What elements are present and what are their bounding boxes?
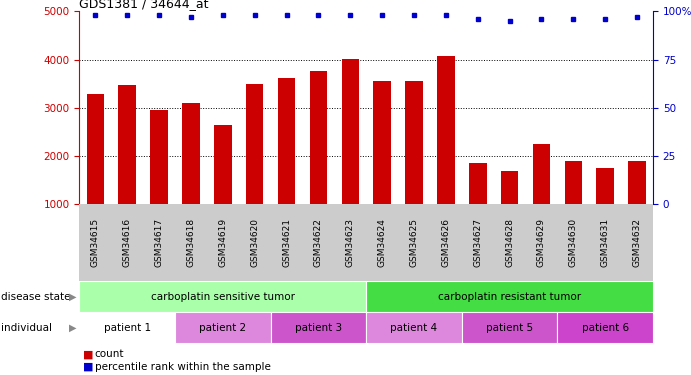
- Text: GSM34615: GSM34615: [91, 218, 100, 267]
- Text: patient 1: patient 1: [104, 322, 151, 333]
- Bar: [501, 171, 518, 204]
- Bar: [366, 204, 398, 281]
- Bar: [596, 168, 614, 204]
- Bar: [79, 312, 175, 343]
- Bar: [405, 81, 423, 204]
- Text: GSM34622: GSM34622: [314, 218, 323, 267]
- Text: GSM34630: GSM34630: [569, 218, 578, 267]
- Text: GSM34620: GSM34620: [250, 218, 259, 267]
- Bar: [373, 81, 391, 204]
- Text: individual: individual: [1, 322, 53, 333]
- Bar: [334, 204, 366, 281]
- Text: patient 2: patient 2: [199, 322, 247, 333]
- Text: GDS1381 / 34644_at: GDS1381 / 34644_at: [79, 0, 209, 10]
- Text: ■: ■: [83, 350, 93, 359]
- Bar: [79, 281, 366, 312]
- Text: carboplatin resistant tumor: carboplatin resistant tumor: [438, 292, 581, 302]
- Bar: [558, 204, 589, 281]
- Text: GSM34616: GSM34616: [123, 218, 132, 267]
- Bar: [151, 110, 168, 204]
- Bar: [86, 94, 104, 204]
- Text: GSM34626: GSM34626: [442, 218, 451, 267]
- Bar: [175, 204, 207, 281]
- Bar: [462, 312, 558, 343]
- Bar: [214, 125, 231, 204]
- Bar: [462, 204, 493, 281]
- Text: count: count: [95, 350, 124, 359]
- Text: GSM34632: GSM34632: [632, 218, 641, 267]
- Bar: [366, 281, 653, 312]
- Bar: [366, 312, 462, 343]
- Text: GSM34617: GSM34617: [155, 218, 164, 267]
- Text: GSM34628: GSM34628: [505, 218, 514, 267]
- Text: GSM34619: GSM34619: [218, 218, 227, 267]
- Bar: [533, 144, 550, 204]
- Text: disease state: disease state: [1, 292, 71, 302]
- Bar: [246, 84, 263, 204]
- Text: patient 4: patient 4: [390, 322, 437, 333]
- Text: ■: ■: [83, 362, 93, 372]
- Bar: [239, 204, 271, 281]
- Text: carboplatin sensitive tumor: carboplatin sensitive tumor: [151, 292, 295, 302]
- Text: ▶: ▶: [68, 322, 76, 333]
- Bar: [430, 204, 462, 281]
- Bar: [310, 71, 328, 204]
- Text: GSM34618: GSM34618: [187, 218, 196, 267]
- Text: GSM34621: GSM34621: [282, 218, 291, 267]
- Bar: [526, 204, 558, 281]
- Bar: [628, 161, 646, 204]
- Bar: [493, 204, 526, 281]
- Text: patient 3: patient 3: [295, 322, 342, 333]
- Bar: [118, 85, 136, 204]
- Bar: [303, 204, 334, 281]
- Bar: [271, 204, 303, 281]
- Bar: [565, 161, 582, 204]
- Text: GSM34631: GSM34631: [600, 218, 609, 267]
- Bar: [558, 312, 653, 343]
- Bar: [589, 204, 621, 281]
- Bar: [271, 312, 366, 343]
- Text: GSM34623: GSM34623: [346, 218, 354, 267]
- Bar: [111, 204, 143, 281]
- Bar: [143, 204, 175, 281]
- Bar: [175, 312, 271, 343]
- Text: patient 6: patient 6: [582, 322, 629, 333]
- Text: percentile rank within the sample: percentile rank within the sample: [95, 362, 271, 372]
- Text: GSM34627: GSM34627: [473, 218, 482, 267]
- Text: GSM34624: GSM34624: [378, 218, 387, 267]
- Bar: [341, 59, 359, 204]
- Bar: [278, 78, 295, 204]
- Text: patient 5: patient 5: [486, 322, 533, 333]
- Text: GSM34625: GSM34625: [410, 218, 419, 267]
- Text: ▶: ▶: [68, 292, 76, 302]
- Text: GSM34629: GSM34629: [537, 218, 546, 267]
- Bar: [79, 204, 111, 281]
- Bar: [207, 204, 239, 281]
- Bar: [182, 103, 200, 204]
- Bar: [437, 56, 455, 204]
- Bar: [621, 204, 653, 281]
- Bar: [398, 204, 430, 281]
- Bar: [469, 163, 486, 204]
